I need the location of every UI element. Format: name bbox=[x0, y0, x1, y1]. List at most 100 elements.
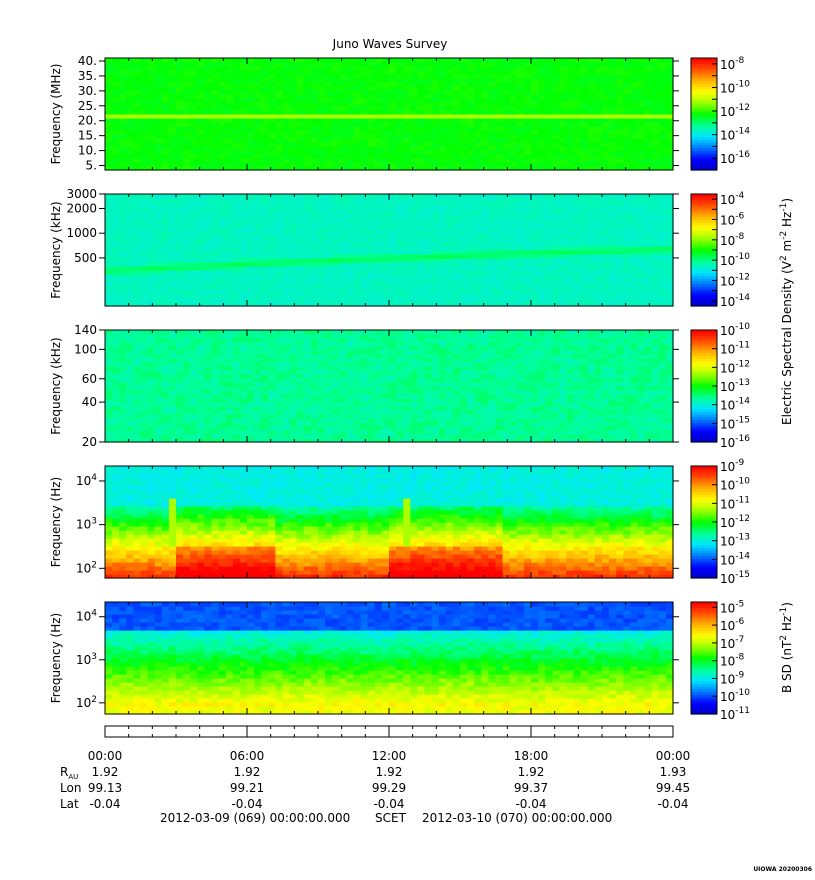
heatmap-cell bbox=[119, 402, 127, 407]
heatmap-cell bbox=[268, 62, 276, 67]
heatmap-cell bbox=[147, 162, 156, 167]
heatmap-cell bbox=[516, 210, 525, 215]
heatmap-cell bbox=[403, 106, 411, 111]
heatmap-cell bbox=[218, 142, 227, 147]
heatmap-cell bbox=[239, 302, 248, 307]
heatmap-cell bbox=[658, 62, 667, 67]
heatmap-cell bbox=[531, 138, 539, 143]
heatmap-cell bbox=[438, 282, 447, 287]
heatmap-cell bbox=[495, 154, 504, 159]
heatmap-cell bbox=[481, 198, 489, 203]
heatmap-cell bbox=[353, 158, 362, 163]
heatmap-cell bbox=[396, 294, 404, 299]
heatmap-cell bbox=[360, 90, 369, 95]
heatmap-cell bbox=[318, 290, 326, 295]
heatmap-cell bbox=[651, 286, 660, 291]
heatmap-cell bbox=[325, 74, 333, 79]
heatmap-cell bbox=[161, 234, 170, 239]
heatmap-cell bbox=[431, 202, 440, 207]
heatmap-cell bbox=[318, 162, 326, 167]
heatmap-cell bbox=[225, 146, 234, 151]
heatmap-cell bbox=[261, 214, 269, 219]
heatmap-cell bbox=[190, 434, 198, 439]
heatmap-cell bbox=[410, 238, 418, 243]
heatmap-cell bbox=[531, 278, 539, 283]
heatmap-cell bbox=[105, 98, 113, 103]
heatmap-cell bbox=[119, 394, 127, 399]
heatmap-cell bbox=[225, 226, 234, 231]
heatmap-cell bbox=[140, 218, 149, 223]
heatmap-cell bbox=[523, 302, 532, 307]
heatmap-cell bbox=[296, 134, 305, 139]
heatmap-cell bbox=[403, 134, 411, 139]
heatmap-cell bbox=[133, 398, 142, 403]
heatmap-cell bbox=[566, 154, 575, 159]
heatmap-cell bbox=[438, 270, 447, 275]
heatmap-cell bbox=[140, 418, 149, 423]
heatmap-cell bbox=[509, 254, 518, 259]
heatmap-cell bbox=[552, 242, 560, 247]
heatmap-cell bbox=[105, 142, 113, 147]
heatmap-cell bbox=[318, 262, 326, 267]
heatmap-cell bbox=[168, 70, 177, 75]
heatmap-cell bbox=[502, 298, 511, 303]
heatmap-cell bbox=[559, 166, 568, 171]
heatmap-cell bbox=[488, 74, 497, 79]
heatmap-cell bbox=[389, 214, 397, 219]
heatmap-cell bbox=[303, 226, 312, 231]
heatmap-cell bbox=[218, 214, 227, 219]
heatmap-cell bbox=[602, 126, 610, 131]
heatmap-cell bbox=[147, 114, 156, 119]
heatmap-cell bbox=[516, 194, 525, 199]
heatmap-cell bbox=[495, 66, 504, 71]
heatmap-cell bbox=[119, 86, 127, 91]
heatmap-cell bbox=[147, 134, 156, 139]
heatmap-cell bbox=[353, 214, 362, 219]
heatmap-cell bbox=[637, 238, 646, 243]
heatmap-cell bbox=[445, 158, 454, 163]
heatmap-cell bbox=[410, 294, 418, 299]
heatmap-cell bbox=[651, 302, 660, 307]
heatmap-cell bbox=[438, 162, 447, 167]
heatmap-cell bbox=[112, 114, 120, 119]
heatmap-cell bbox=[211, 274, 220, 279]
heatmap-cell bbox=[609, 230, 617, 235]
heatmap-cell bbox=[339, 198, 347, 203]
heatmap-cell bbox=[559, 150, 568, 155]
heatmap-cell bbox=[445, 154, 454, 159]
heatmap-cell bbox=[183, 150, 191, 155]
heatmap-cell bbox=[495, 270, 504, 275]
heatmap-cell bbox=[282, 202, 291, 207]
heatmap-cell bbox=[509, 166, 518, 171]
heatmap-cell bbox=[587, 74, 596, 79]
heatmap-cell bbox=[616, 198, 624, 203]
heatmap-cell bbox=[616, 70, 624, 75]
heatmap-cell bbox=[360, 294, 369, 299]
heatmap-cell bbox=[445, 242, 454, 247]
heatmap-cell bbox=[168, 394, 177, 399]
heatmap-cell bbox=[360, 230, 369, 235]
heatmap-cell bbox=[303, 214, 312, 219]
heatmap-cell bbox=[445, 138, 454, 143]
heatmap-cell bbox=[616, 122, 624, 127]
heatmap-cell bbox=[168, 158, 177, 163]
heatmap-cell bbox=[552, 66, 560, 71]
heatmap-cell bbox=[325, 150, 333, 155]
heatmap-cell bbox=[289, 98, 298, 103]
heatmap-cell bbox=[360, 214, 369, 219]
heatmap-cell bbox=[204, 246, 213, 251]
heatmap-cell bbox=[133, 246, 142, 251]
heatmap-cell bbox=[197, 194, 205, 199]
heatmap-cell bbox=[360, 222, 369, 227]
heatmap-cell bbox=[396, 258, 404, 263]
heatmap-cell bbox=[147, 262, 156, 267]
heatmap-cell bbox=[609, 198, 617, 203]
heatmap-cell bbox=[147, 434, 156, 439]
heatmap-cell bbox=[353, 266, 362, 271]
heatmap-cell bbox=[275, 82, 284, 87]
heatmap-cell bbox=[559, 302, 568, 307]
heatmap-cell bbox=[303, 94, 312, 99]
heatmap-cell bbox=[247, 302, 255, 307]
heatmap-cell bbox=[538, 234, 546, 239]
heatmap-cell bbox=[247, 194, 255, 199]
